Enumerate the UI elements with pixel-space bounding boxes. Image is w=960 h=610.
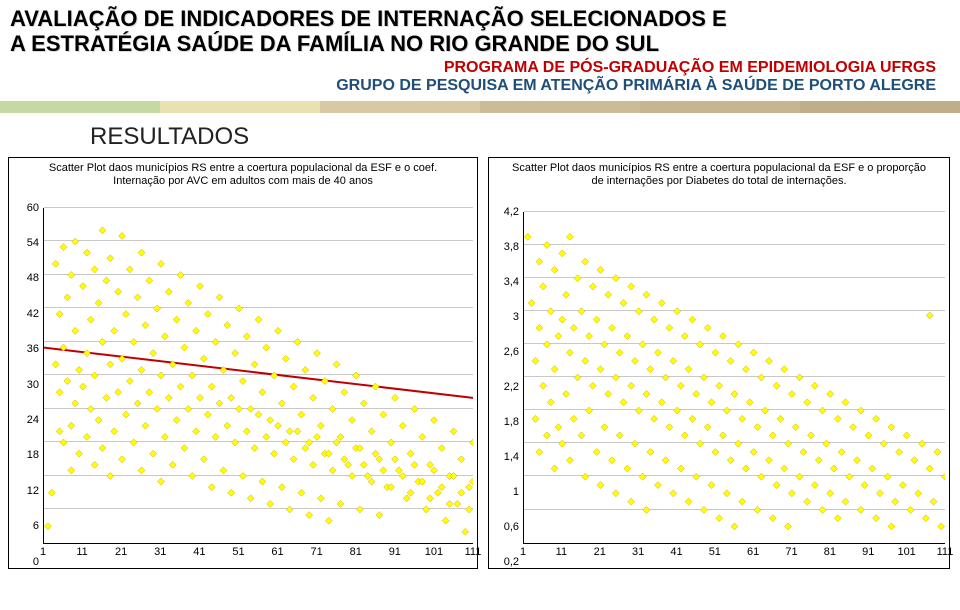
- subtitle-blue: GRUPO DE PESQUISA EM ATENÇÃO PRIMÁRIA À …: [10, 77, 950, 95]
- main-title-line1: AVALIAÇÃO DE INDICADORES DE INTERNAÇÃO S…: [10, 6, 950, 31]
- chart-right: Scatter Plot daos municípios RS entre a …: [488, 157, 950, 569]
- chart-left-yaxis: 06121824303642485460: [13, 208, 43, 562]
- chart-left-plot: [43, 208, 473, 544]
- section-title: RESULTADOS: [90, 123, 960, 151]
- chart-right-yaxis: 0,20,611,41,82,22,633,43,84,2: [493, 212, 523, 562]
- chart-right-title: Scatter Plot daos municípios RS entre a …: [489, 162, 949, 191]
- subtitle-red: PROGRAMA DE PÓS-GRADUAÇÃO EM EPIDEMIOLOG…: [10, 59, 950, 77]
- chart-left-xaxis: 1112131415161718191101111: [43, 544, 473, 562]
- chart-left: Scatter Plot daos municípios RS entre a …: [8, 157, 478, 569]
- charts-row: Scatter Plot daos municípios RS entre a …: [0, 157, 960, 569]
- chart-right-plot: [523, 212, 945, 544]
- header: AVALIAÇÃO DE INDICADORES DE INTERNAÇÃO S…: [0, 0, 960, 97]
- chart-left-title: Scatter Plot daos municípios RS entre a …: [9, 162, 477, 191]
- decorative-stripes: [0, 101, 960, 113]
- chart-right-xaxis: 1112131415161718191101111: [523, 544, 945, 562]
- main-title-line2: A ESTRATÉGIA SAÚDE DA FAMÍLIA NO RIO GRA…: [10, 31, 950, 56]
